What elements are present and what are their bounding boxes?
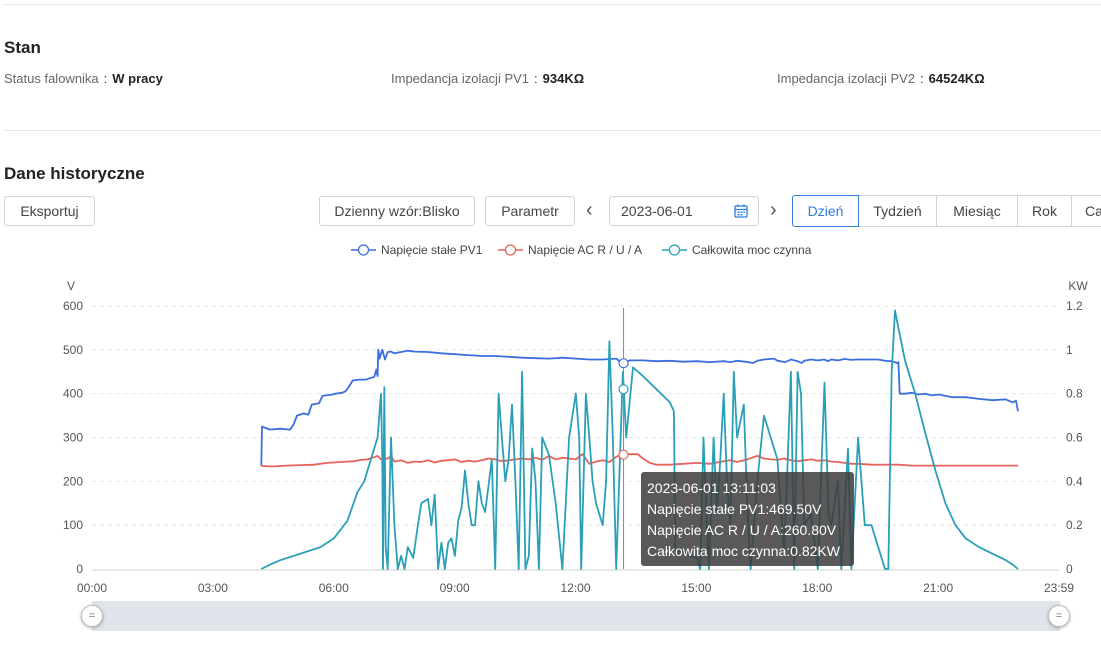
pv1-insulation-label: Impedancja izolacji PV1 [391, 71, 530, 86]
calendar-icon [734, 204, 748, 218]
x-tick-label: 06:00 [319, 581, 349, 595]
inverter-status-value: W pracy [112, 71, 163, 86]
tab-month[interactable]: Miesiąc [936, 195, 1018, 227]
y-right-tick-label: 0.6 [1066, 431, 1083, 445]
date-picker-input[interactable]: 2023-06-01 [609, 196, 759, 226]
y-left-unit: V [67, 279, 75, 293]
y-right-tick-label: 1.2 [1066, 299, 1083, 313]
y-left-tick-label: 100 [63, 518, 83, 532]
history-chart: 0 100 200 300 400 500 600 0 0.2 0.4 0.6 0.8 1 1.2 V KW 0… [63, 243, 1088, 595]
chevron-right-icon[interactable]: › [770, 199, 777, 221]
legend-label: Napięcie AC R / U / A [528, 243, 642, 257]
pv1-insulation-value: 934KΩ [542, 71, 585, 86]
tab-total[interactable]: Ca [1071, 195, 1101, 227]
top-divider [4, 4, 1101, 5]
chart-tooltip: 2023-06-01 13:11:03 Napięcie stałe PV1:4… [641, 472, 854, 566]
x-tick-label: 09:00 [440, 581, 470, 595]
separator: : [103, 71, 108, 86]
zoom-handle-left[interactable]: = [81, 605, 103, 627]
x-tick-label: 18:00 [802, 581, 832, 595]
legend-marker [504, 244, 517, 256]
inverter-status: Status falownika: W pracy [4, 71, 163, 86]
legend-marker [668, 244, 681, 256]
legend-label: Napięcie stałe PV1 [381, 243, 483, 257]
x-tick-label: 15:00 [681, 581, 711, 595]
chevron-left-icon[interactable]: ‹ [586, 199, 593, 221]
hover-marker [618, 384, 629, 395]
period-tabs: Dzień Tydzień Miesiąc Rok Ca [792, 195, 1101, 227]
history-section-title: Dane historyczne [4, 164, 145, 183]
y-right-tick-label: 0.4 [1066, 474, 1083, 488]
y-right-tick-label: 0.8 [1066, 387, 1083, 401]
y-right-tick-label: 0.2 [1066, 518, 1083, 532]
series-line-power [260, 309, 1019, 570]
pv1-insulation: Impedancja izolacji PV1:934KΩ [391, 71, 584, 86]
x-tick-label: 12:00 [560, 581, 590, 595]
zoom-handle-right[interactable]: = [1048, 605, 1070, 627]
parameter-button[interactable]: Parametr [485, 196, 575, 226]
x-tick-label: 03:00 [198, 581, 228, 595]
export-button[interactable]: Eksportuj [4, 196, 95, 226]
y-left-tick-label: 500 [63, 343, 83, 357]
legend-marker [357, 244, 370, 256]
separator: : [920, 71, 924, 86]
tooltip-line-pv1: Napięcie stałe PV1:469.50V [647, 501, 822, 517]
pv2-insulation: Impedancja izolacji PV2:64524KΩ [777, 71, 985, 86]
y-right-tick-label: 1 [1066, 343, 1073, 357]
inverter-status-label: Status falownika [4, 71, 99, 86]
tab-week[interactable]: Tydzień [858, 195, 937, 227]
y-left-tick-label: 600 [63, 299, 83, 313]
tooltip-time: 2023-06-01 13:11:03 [647, 480, 776, 496]
legend-label: Całkowita moc czynna [692, 243, 812, 257]
status-section-title: Stan [4, 38, 41, 57]
y-left-tick-label: 300 [63, 431, 83, 445]
x-tick-label: 00:00 [77, 581, 107, 595]
tooltip-line-ac: Napięcie AC R / U / A:260.80V [647, 522, 837, 538]
hover-marker [618, 358, 629, 369]
pv2-insulation-value: 64524KΩ [928, 71, 985, 86]
y-left-tick-label: 400 [63, 387, 83, 401]
zoom-slider-track[interactable] [92, 601, 1060, 631]
pv2-insulation-label: Impedancja izolacji PV2 [777, 71, 916, 86]
series-line-ac [261, 453, 1018, 468]
separator: : [534, 71, 538, 86]
daily-pattern-button[interactable]: Dzienny wzór:Blisko [319, 196, 475, 226]
x-tick-label: 23:59 [1044, 581, 1074, 595]
y-right-unit: KW [1068, 279, 1088, 293]
tab-day[interactable]: Dzień [792, 195, 859, 227]
y-left-tick-label: 200 [63, 474, 83, 488]
date-value: 2023-06-01 [621, 203, 693, 219]
y-left-tick-label: 0 [76, 562, 83, 576]
hover-marker [618, 449, 629, 460]
y-right-tick-label: 0 [1066, 562, 1073, 576]
section-divider [4, 130, 1101, 131]
x-tick-label: 21:00 [923, 581, 953, 595]
tooltip-line-power: Całkowita moc czynna:0.82KW [647, 543, 840, 559]
